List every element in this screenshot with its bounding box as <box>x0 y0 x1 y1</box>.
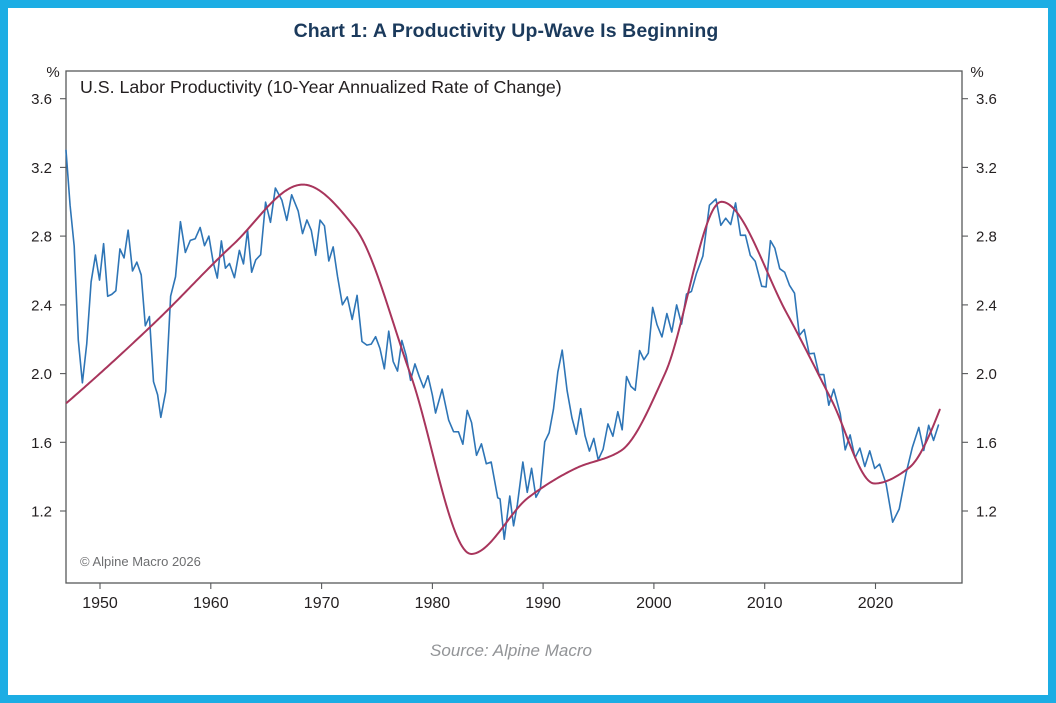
svg-text:3.2: 3.2 <box>976 160 997 177</box>
svg-text:2010: 2010 <box>747 595 783 612</box>
svg-text:1.2: 1.2 <box>31 504 52 521</box>
svg-text:1.6: 1.6 <box>976 435 997 452</box>
svg-text:3.2: 3.2 <box>31 160 52 177</box>
svg-text:%: % <box>970 64 983 81</box>
svg-text:1990: 1990 <box>525 595 561 612</box>
svg-text:2.0: 2.0 <box>31 366 52 383</box>
svg-text:2.4: 2.4 <box>976 297 997 314</box>
svg-text:2.4: 2.4 <box>31 297 52 314</box>
svg-text:1.2: 1.2 <box>976 504 997 521</box>
svg-text:2.8: 2.8 <box>31 229 52 246</box>
svg-text:U.S. Labor Productivity (10-Ye: U.S. Labor Productivity (10-Year Annuali… <box>80 77 562 97</box>
svg-text:3.6: 3.6 <box>976 91 997 108</box>
svg-text:3.6: 3.6 <box>31 91 52 108</box>
svg-text:1970: 1970 <box>304 595 340 612</box>
svg-text:2020: 2020 <box>858 595 894 612</box>
svg-text:© Alpine Macro 2026: © Alpine Macro 2026 <box>80 554 201 569</box>
svg-text:1950: 1950 <box>82 595 118 612</box>
svg-text:%: % <box>46 64 59 81</box>
svg-text:2.8: 2.8 <box>976 229 997 246</box>
svg-text:2.0: 2.0 <box>976 366 997 383</box>
svg-text:1.6: 1.6 <box>31 435 52 452</box>
svg-text:1980: 1980 <box>415 595 451 612</box>
svg-text:1960: 1960 <box>193 595 229 612</box>
svg-text:2000: 2000 <box>636 595 672 612</box>
